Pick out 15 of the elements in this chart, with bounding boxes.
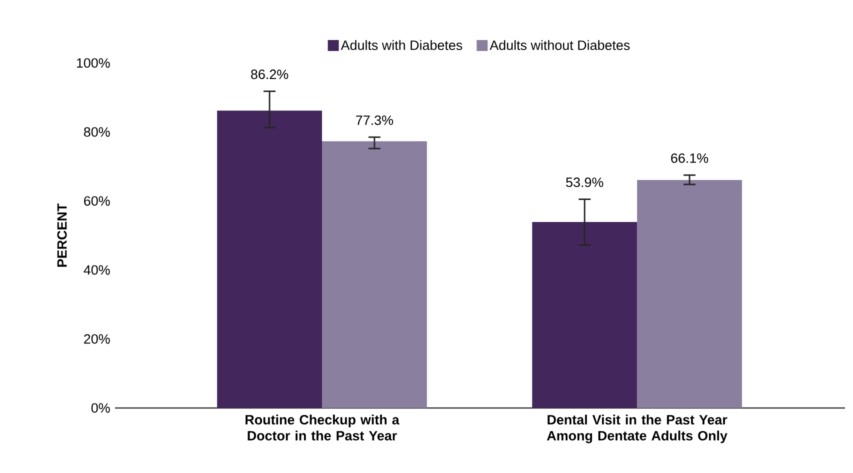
y-tick-label: 100% bbox=[76, 58, 110, 68]
x-tick-label: Dental Visit in the Past Year Among Dentate Adults Only bbox=[546, 414, 728, 444]
legend-label: Adults without Diabetes bbox=[490, 40, 630, 50]
y-tick-label: 80% bbox=[84, 127, 110, 137]
legend-label: Adults with Diabetes bbox=[340, 40, 462, 50]
data-label: 53.9% bbox=[566, 178, 604, 188]
y-axis-title: PERCENT bbox=[57, 203, 67, 267]
data-label: 86.2% bbox=[251, 70, 288, 80]
data-label: 77.3% bbox=[356, 115, 394, 125]
data-label: 66.1% bbox=[671, 153, 708, 163]
y-tick-label: 0% bbox=[91, 403, 110, 413]
x-tick-label: Routine Checkup with a Doctor in the Past Year bbox=[246, 414, 400, 440]
y-tick-label: 60% bbox=[84, 196, 110, 206]
y-tick-label: 40% bbox=[84, 265, 110, 275]
y-tick-label: 20% bbox=[84, 334, 110, 344]
